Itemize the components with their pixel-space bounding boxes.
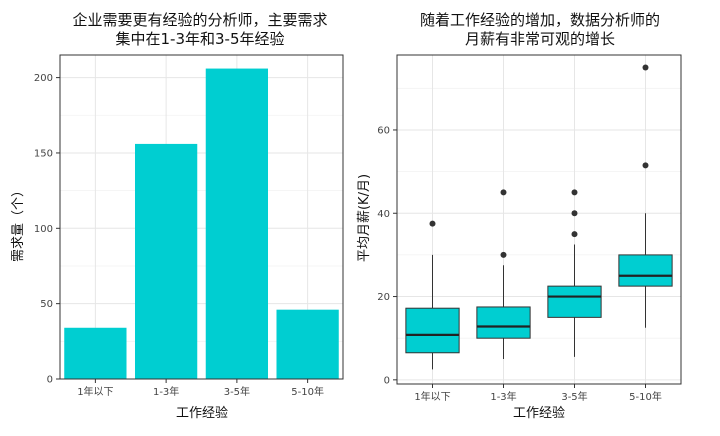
bar-1-3年 bbox=[134, 143, 198, 379]
outlier-point bbox=[429, 220, 436, 227]
right-title-line-2: 月薪有非常可观的增长 bbox=[465, 30, 615, 48]
left-title-line-2: 集中在1-3年和3-5年经验 bbox=[116, 30, 285, 48]
right-x-axis-label: 工作经验 bbox=[513, 405, 565, 421]
left-y-axis-label: 需求量（个） bbox=[11, 184, 26, 262]
y-tick-label: 20 bbox=[377, 292, 390, 303]
left-x-axis-label: 工作经验 bbox=[176, 405, 228, 421]
outlier-point bbox=[500, 189, 507, 196]
y-tick-label: 100 bbox=[34, 224, 53, 235]
x-tick-label: 5-10年 bbox=[629, 390, 662, 403]
demand-bar-chart: 企业需要更有经验的分析师，主要需求 集中在1-3年和3-5年经验 0 50 100 1… bbox=[11, 11, 344, 421]
outlier-point bbox=[642, 162, 649, 169]
right-title-line-1: 随着工作经验的增加，数据分析师的 bbox=[420, 11, 660, 29]
y-tick-label: 0 bbox=[47, 375, 53, 386]
x-tick-label: 3-5年 bbox=[224, 385, 250, 398]
bar-3-5年 bbox=[205, 68, 269, 379]
outlier-point bbox=[571, 210, 578, 217]
left-title-line-1: 企业需要更有经验的分析师，主要需求 bbox=[72, 11, 327, 29]
box-1年以下 bbox=[405, 220, 460, 370]
right-panel-border bbox=[396, 54, 682, 385]
box-iqr bbox=[405, 307, 460, 354]
box-iqr bbox=[476, 306, 531, 339]
y-tick-label: 0 bbox=[384, 375, 390, 386]
box-1-3年 bbox=[476, 189, 531, 360]
outlier-point bbox=[642, 64, 649, 71]
box-iqr bbox=[618, 254, 673, 287]
left-panel-border bbox=[59, 54, 344, 380]
right-plot-area: 0 20 40 60 1年以下 1-3年 3-5年 5-10年 bbox=[377, 54, 682, 403]
x-tick-label: 1年以下 bbox=[414, 390, 450, 403]
y-tick-label: 60 bbox=[377, 125, 390, 136]
box-3-5年 bbox=[547, 189, 602, 357]
x-tick-label: 5-10年 bbox=[291, 385, 324, 398]
x-tick-label: 1年以下 bbox=[77, 385, 113, 398]
y-tick-label: 40 bbox=[377, 209, 390, 220]
y-tick-label: 200 bbox=[34, 73, 53, 84]
salary-box-plot: 随着工作经验的增加，数据分析师的 月薪有非常可观的增长 0 20 40 60 1年以下 1… bbox=[357, 11, 682, 421]
x-tick-label: 1-3年 bbox=[153, 385, 179, 398]
x-tick-label: 3-5年 bbox=[561, 390, 587, 403]
outlier-point bbox=[571, 231, 578, 238]
bar-5-10年 bbox=[276, 309, 339, 379]
box-5-10年 bbox=[618, 64, 673, 328]
box-iqr bbox=[547, 285, 602, 318]
outlier-point bbox=[571, 189, 578, 196]
outlier-point bbox=[500, 251, 507, 258]
x-tick-label: 1-3年 bbox=[490, 390, 516, 403]
bar-1年以下 bbox=[64, 327, 127, 379]
left-plot-area: 0 50 100 150 200 1年以下 1-3年 3-5年 5-10年 bbox=[34, 54, 344, 398]
y-tick-label: 150 bbox=[34, 148, 53, 159]
y-tick-label: 50 bbox=[40, 299, 53, 310]
right-y-axis-label: 平均月薪(K/月) bbox=[357, 174, 372, 262]
